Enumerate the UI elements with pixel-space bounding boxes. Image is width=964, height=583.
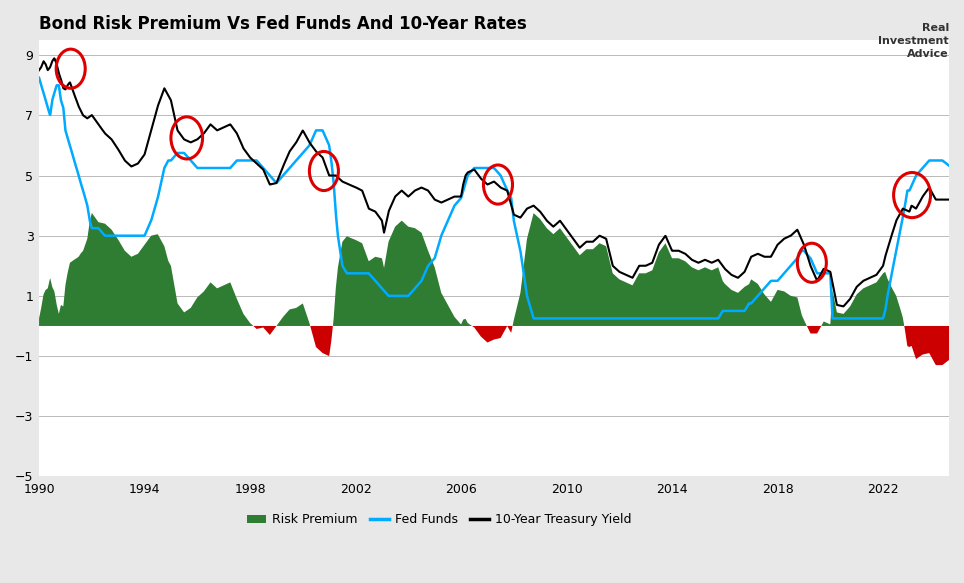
Text: Bond Risk Premium Vs Fed Funds And 10-Year Rates: Bond Risk Premium Vs Fed Funds And 10-Ye… — [40, 15, 526, 33]
Legend: Risk Premium, Fed Funds, 10-Year Treasury Yield: Risk Premium, Fed Funds, 10-Year Treasur… — [242, 508, 637, 531]
Text: Real
Investment
Advice: Real Investment Advice — [878, 23, 949, 59]
